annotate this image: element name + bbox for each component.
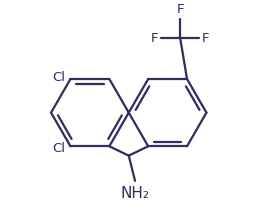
Text: F: F (151, 32, 158, 45)
Text: F: F (202, 32, 210, 45)
Text: Cl: Cl (52, 71, 65, 85)
Text: Cl: Cl (52, 142, 65, 155)
Text: NH₂: NH₂ (121, 186, 150, 201)
Text: F: F (176, 3, 184, 16)
